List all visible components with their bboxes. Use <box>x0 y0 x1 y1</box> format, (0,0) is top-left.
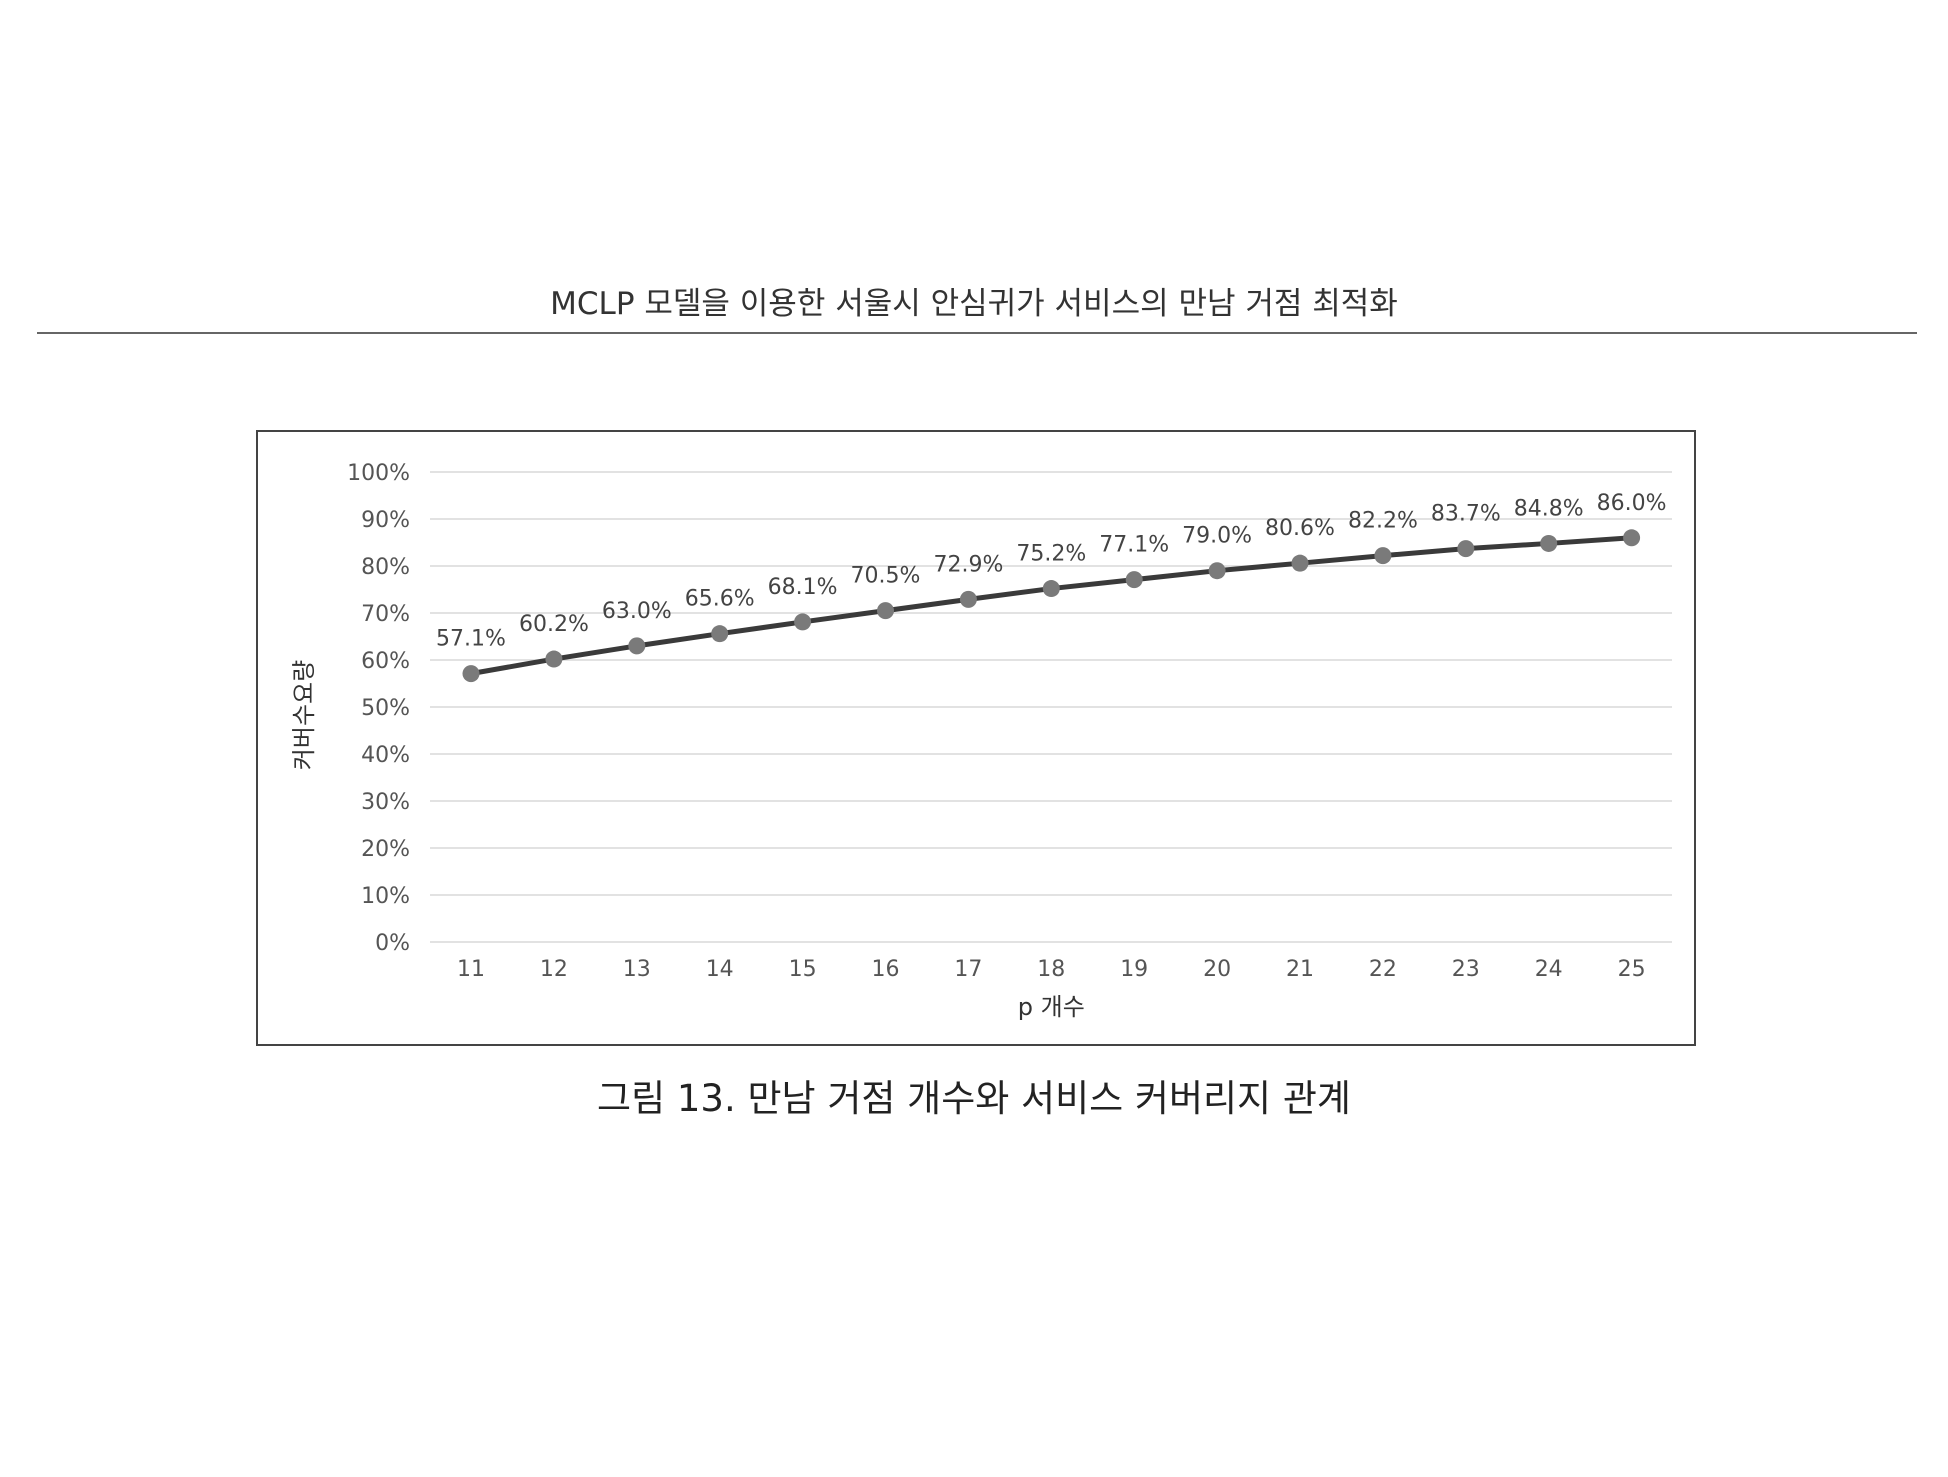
data-label: 86.0% <box>1597 491 1667 516</box>
markers <box>462 529 1641 683</box>
y-tick-label: 80% <box>361 555 410 580</box>
y-tick-label: 70% <box>361 602 410 627</box>
data-point <box>959 590 977 608</box>
chart-frame: 0% 10% 20% 30% 40% 50% 60% 70% 80% 90% 100% 11 12 13… <box>256 430 1696 1046</box>
data-point <box>1623 529 1641 547</box>
y-tick-label: 0% <box>375 931 410 956</box>
x-tick-label: 21 <box>1286 957 1314 982</box>
data-point <box>794 613 812 631</box>
y-tick-label: 30% <box>361 790 410 815</box>
x-tick-label: 23 <box>1452 957 1480 982</box>
data-point <box>877 602 894 620</box>
y-tick-label: 40% <box>361 743 410 768</box>
x-tick-label: 11 <box>457 957 485 982</box>
figure-caption: 그림 13. 만남 거점 개수와 서비스 커버리지 관계 <box>597 1077 1351 1120</box>
data-point <box>1208 562 1226 580</box>
y-tick-label: 60% <box>361 649 410 674</box>
x-tick-label: 13 <box>623 957 651 982</box>
data-label: 84.8% <box>1514 496 1584 521</box>
data-point <box>1457 540 1475 558</box>
data-point <box>628 637 646 655</box>
y-tick-labels: 0% 10% 20% 30% 40% 50% 60% 70% 80% 90% 100% <box>347 461 410 956</box>
data-label: 63.0% <box>602 599 672 624</box>
data-point <box>1291 554 1309 572</box>
x-tick-label: 24 <box>1535 957 1563 982</box>
data-label: 77.1% <box>1099 533 1169 558</box>
data-label: 83.7% <box>1431 502 1501 527</box>
line-chart: 0% 10% 20% 30% 40% 50% 60% 70% 80% 90% 100% 11 12 13… <box>290 461 1672 1021</box>
data-label: 68.1% <box>768 575 838 600</box>
x-tick-label: 15 <box>789 957 817 982</box>
x-tick-label: 22 <box>1369 957 1397 982</box>
data-label: 57.1% <box>436 627 506 652</box>
header-rule <box>37 332 1917 334</box>
x-tick-label: 17 <box>954 957 982 982</box>
x-tick-label: 18 <box>1037 957 1065 982</box>
data-labels: 57.1% 60.2% 63.0% 65.6% 68.1% 70.5% 72.9% 75.2%… <box>436 491 1666 652</box>
data-label: 70.5% <box>851 564 921 589</box>
data-label: 72.9% <box>933 552 1003 577</box>
data-point <box>545 650 563 668</box>
data-label: 79.0% <box>1182 524 1252 549</box>
y-tick-label: 20% <box>361 837 410 862</box>
data-point <box>1540 534 1558 552</box>
y-tick-label: 50% <box>361 696 410 721</box>
data-label: 60.2% <box>519 612 589 637</box>
y-tick-label: 10% <box>361 884 410 909</box>
x-tick-label: 16 <box>872 957 900 982</box>
data-point <box>1125 571 1143 589</box>
y-tick-label: 100% <box>347 461 410 486</box>
x-axis-title: p 개수 <box>1018 993 1085 1021</box>
x-tick-label: 19 <box>1120 957 1148 982</box>
y-tick-label: 90% <box>361 508 410 533</box>
x-tick-label: 20 <box>1203 957 1231 982</box>
data-label: 80.6% <box>1265 516 1335 541</box>
x-tick-labels: 11 12 13 14 15 16 17 18 19 20 21 22 23 24 25 <box>457 957 1646 982</box>
x-tick-label: 25 <box>1618 957 1646 982</box>
data-point <box>1042 580 1060 598</box>
x-tick-label: 14 <box>706 957 734 982</box>
running-header: MCLP 모델을 이용한 서울시 안심귀가 서비스의 만남 거점 최적화 <box>550 286 1398 322</box>
gridlines <box>430 471 1672 943</box>
data-label: 82.2% <box>1348 509 1418 534</box>
x-tick-label: 12 <box>540 957 568 982</box>
data-label: 65.6% <box>685 587 755 612</box>
data-point <box>711 625 729 643</box>
y-axis-title: 커버수요량 <box>290 660 318 770</box>
data-label: 75.2% <box>1016 542 1086 567</box>
data-point <box>462 665 480 683</box>
data-point <box>1374 547 1392 565</box>
